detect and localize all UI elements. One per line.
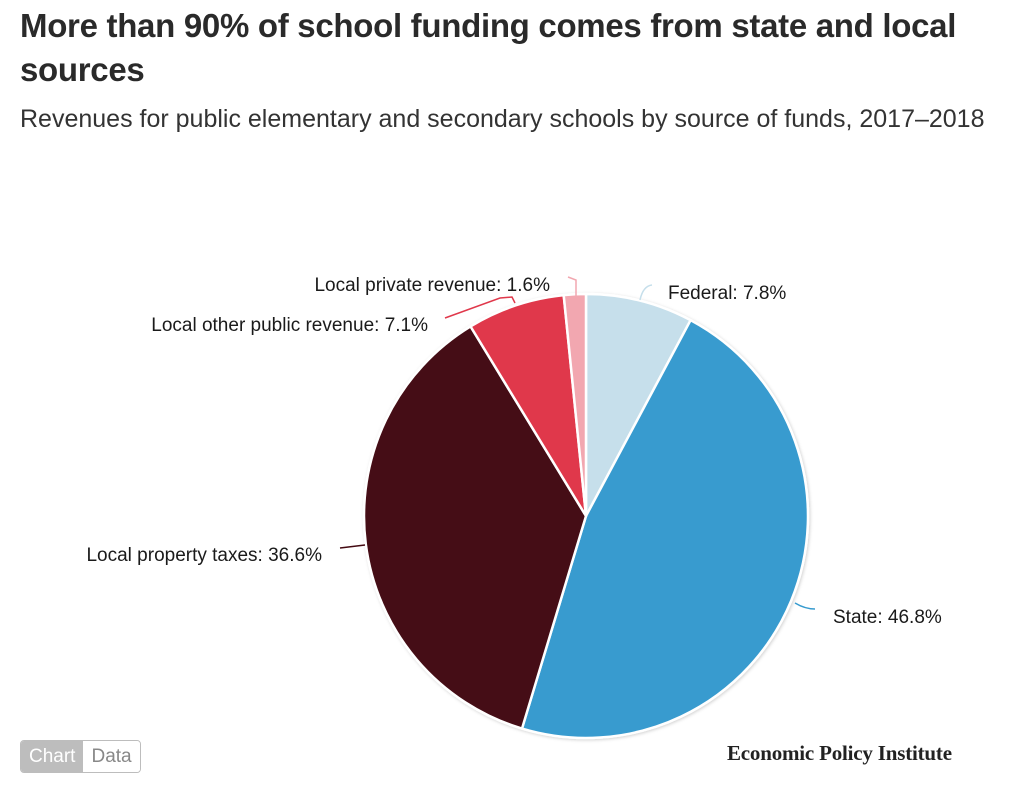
- pie-slices: [362, 292, 810, 740]
- leader-federal: [639, 284, 653, 301]
- data-tab-button[interactable]: Data: [83, 741, 140, 772]
- pie-slice-state[interactable]: [520, 318, 810, 740]
- label-other-public-revenue: Local other public revenue: 7.1%: [151, 315, 428, 336]
- leader-property: [339, 544, 366, 549]
- chart-tab-button[interactable]: Chart: [21, 741, 84, 772]
- leader-state: [794, 602, 816, 610]
- leader-other-public: [444, 296, 516, 319]
- label-property-taxes: Local property taxes: 36.6%: [86, 545, 322, 566]
- pie-slice-local-private-revenue[interactable]: [562, 292, 588, 518]
- epi-logo: Economic Policy Institute: [727, 741, 952, 765]
- pie-slice-federal[interactable]: [584, 292, 692, 518]
- label-federal: Federal: 7.8%: [668, 283, 786, 304]
- label-state: State: 46.8%: [833, 607, 942, 628]
- chart-data-toggle: Chart Data: [20, 740, 141, 773]
- chart-title: More than 90% of school funding comes fr…: [20, 7, 957, 88]
- chart-subtitle: Revenues for public elementary and secon…: [20, 105, 985, 133]
- label-private-revenue: Local private revenue: 1.6%: [314, 275, 550, 296]
- leader-private: [567, 276, 577, 296]
